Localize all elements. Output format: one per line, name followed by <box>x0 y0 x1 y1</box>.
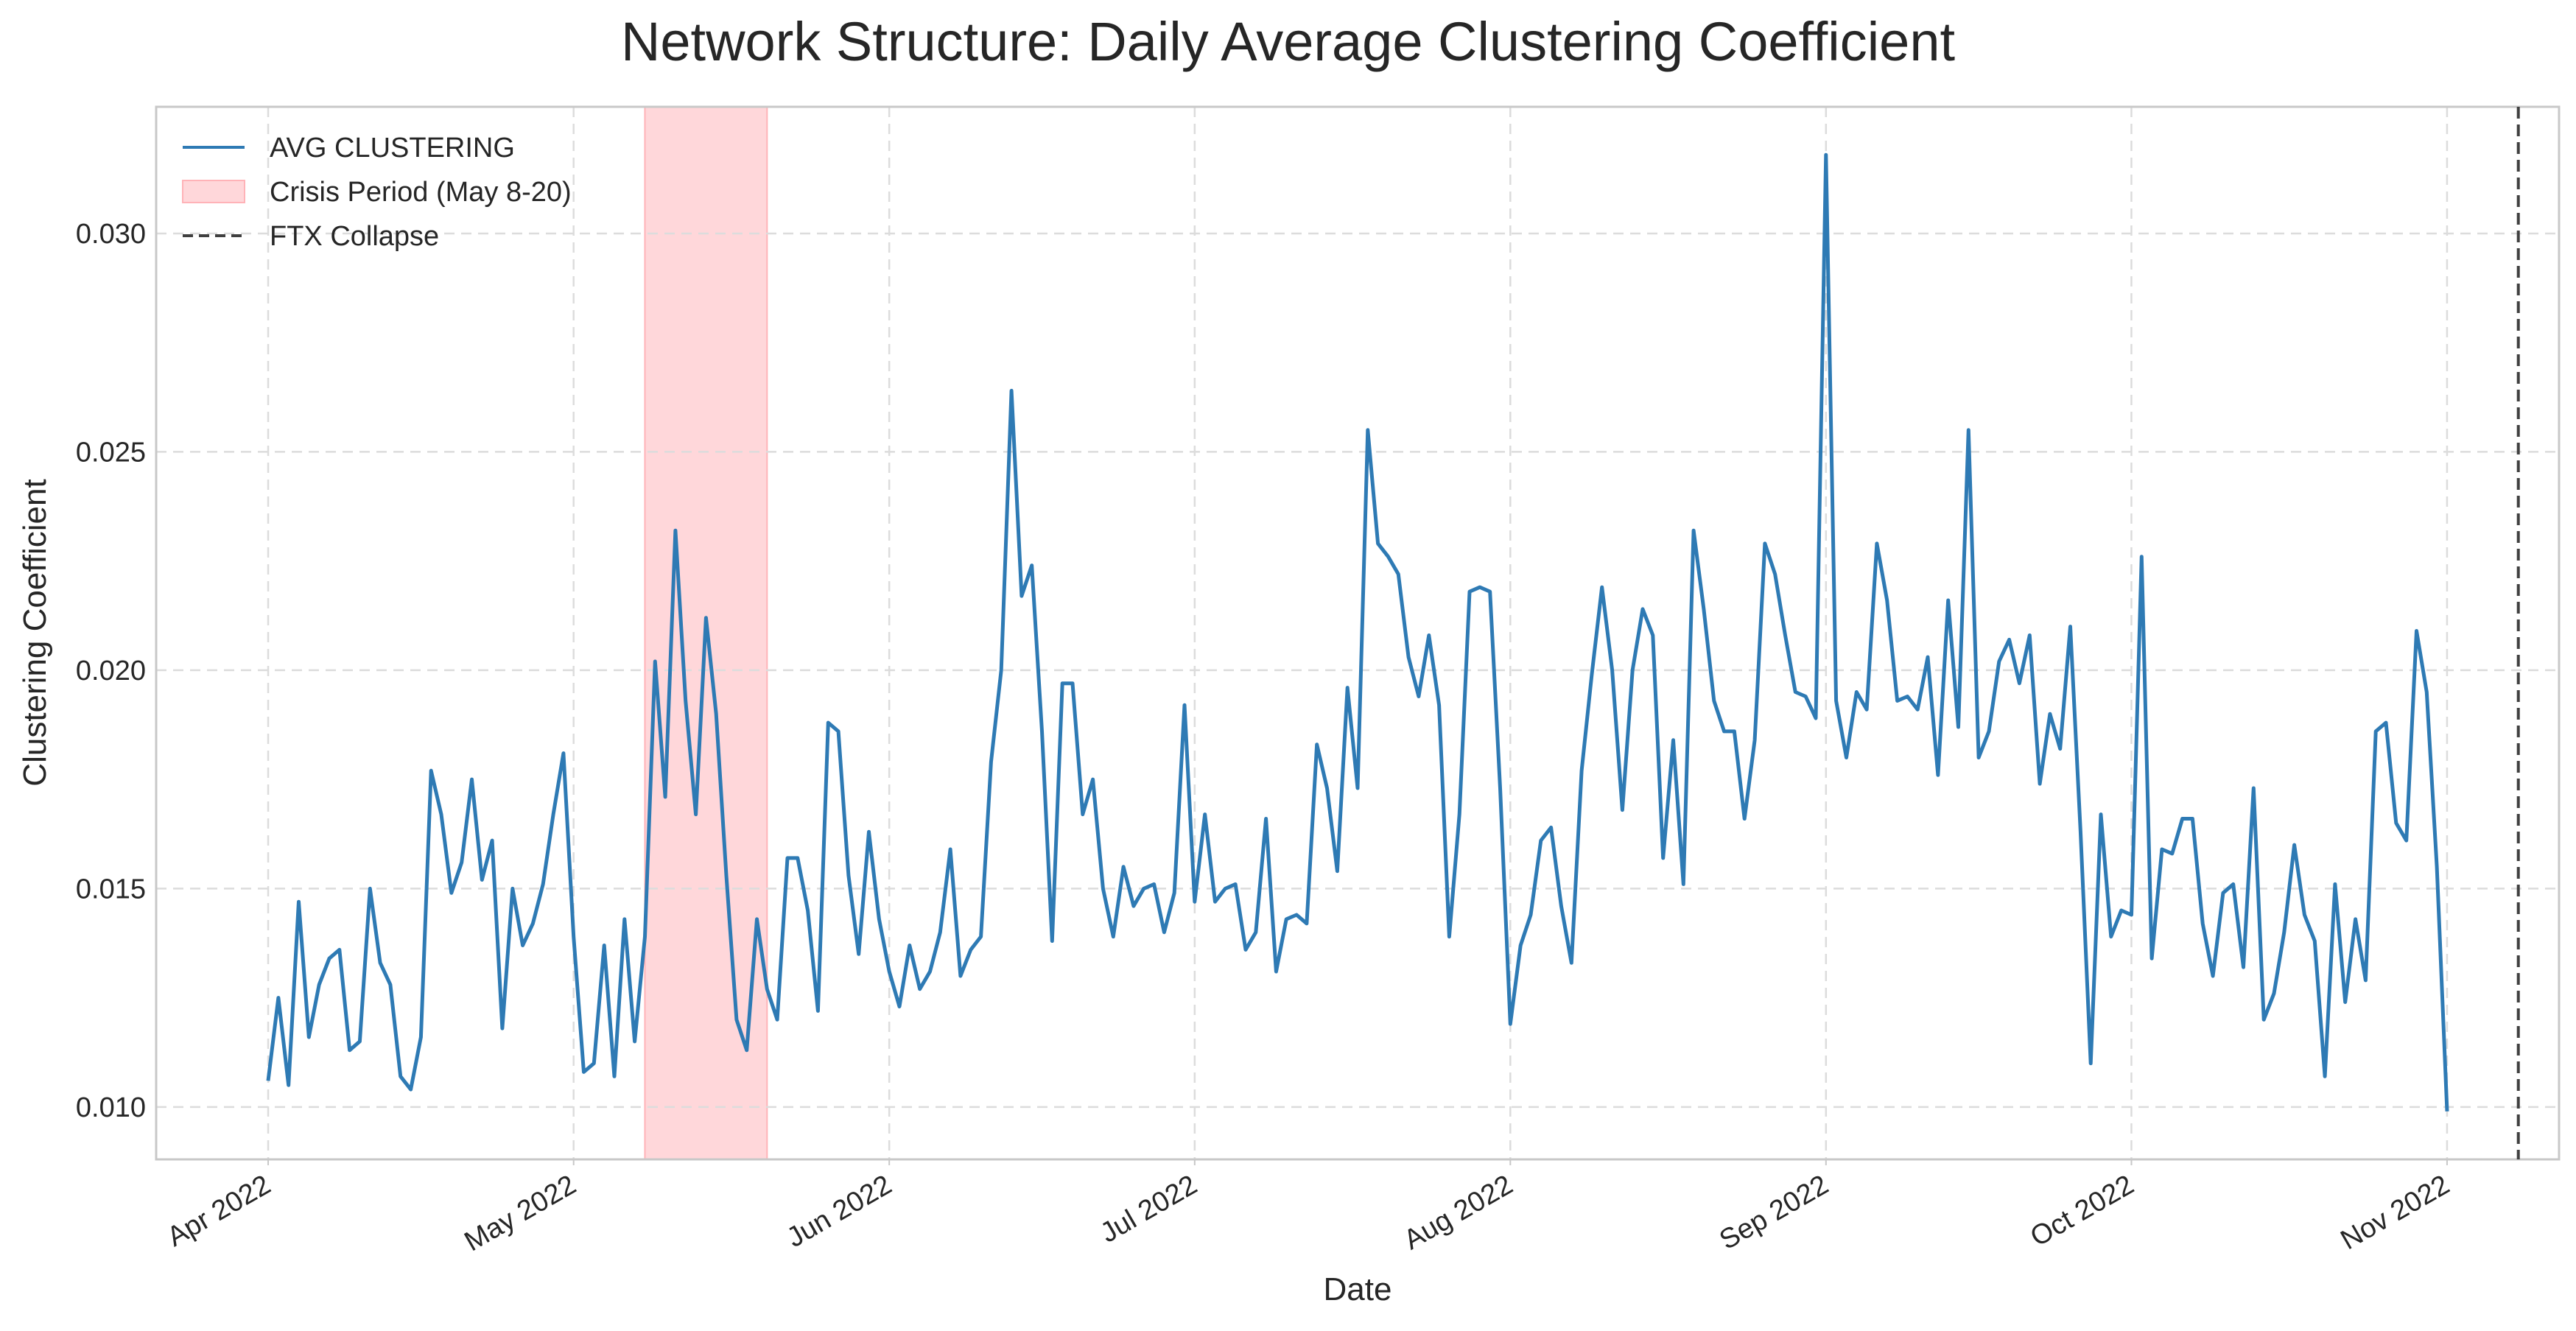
series-lines <box>266 152 2449 1111</box>
x-axis-label: Date <box>1324 1271 1392 1307</box>
x-tick-label: Oct 2022 <box>2025 1169 2139 1252</box>
legend-shade-swatch <box>182 180 245 203</box>
y-tick-label: 0.010 <box>76 1092 146 1123</box>
x-tick-label: Sep 2022 <box>1714 1169 1833 1256</box>
x-tick-label: Jul 2022 <box>1095 1169 1202 1249</box>
y-axis-label: Clustering Coefficient <box>17 479 53 786</box>
gridlines <box>156 107 2559 1159</box>
x-tick-label: Apr 2022 <box>162 1169 276 1252</box>
y-tick-labels: 0.010 0.015 0.020 0.025 0.030 <box>76 219 146 1123</box>
x-tick-label: Nov 2022 <box>2336 1169 2455 1256</box>
legend-label-ftx: FTX Collapse <box>270 221 439 252</box>
y-tick-label: 0.030 <box>76 219 146 250</box>
y-tick-label: 0.020 <box>76 656 146 686</box>
y-tick-label: 0.015 <box>76 874 146 905</box>
x-tick-labels: Apr 2022 May 2022 Jun 2022 Jul 2022 Aug 2022… <box>162 1159 2454 1257</box>
legend-label-series: AVG CLUSTERING <box>270 133 515 164</box>
legend-label-crisis: Crisis Period (May 8-20) <box>270 177 572 208</box>
chart-title: Network Structure: Daily Average Cluster… <box>620 11 1956 72</box>
x-tick-label: Aug 2022 <box>1399 1169 1518 1256</box>
y-tick-label: 0.025 <box>76 437 146 468</box>
x-tick-label: May 2022 <box>460 1169 582 1257</box>
legend: AVG CLUSTERING Crisis Period (May 8-20) … <box>182 133 572 252</box>
plot-frame <box>155 105 2561 1161</box>
avg-clustering-line <box>266 152 2449 1111</box>
x-tick-label: Jun 2022 <box>782 1169 896 1254</box>
